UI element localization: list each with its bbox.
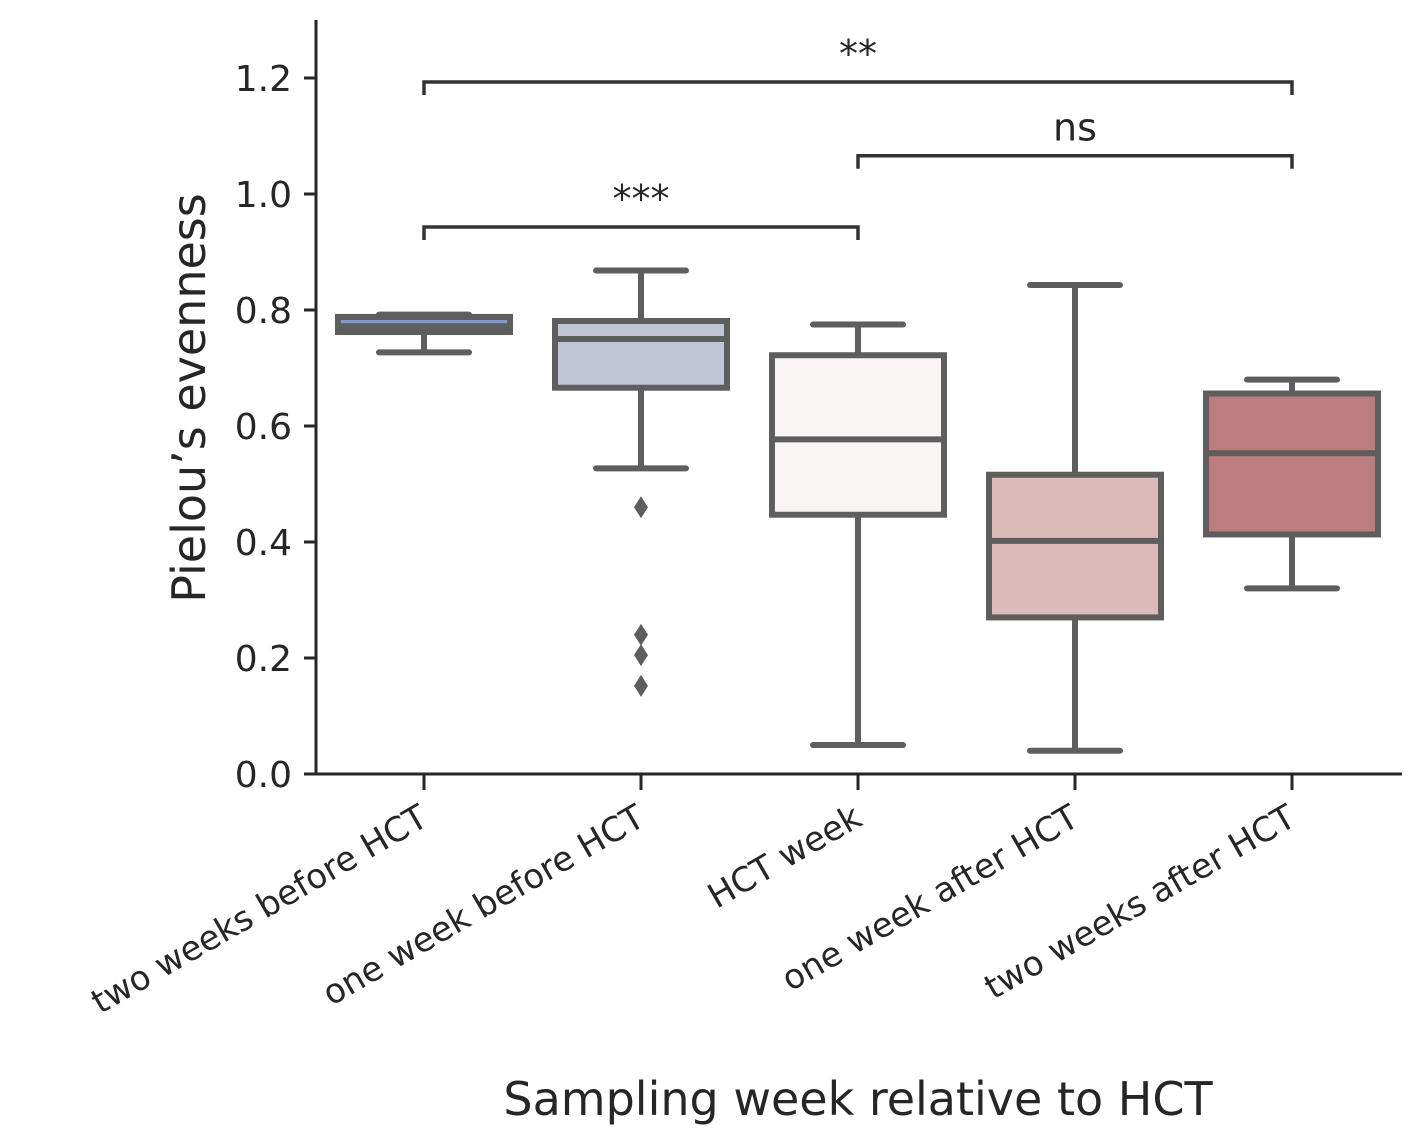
y-tick-label: 0.0: [235, 755, 292, 796]
y-tick-label: 0.6: [235, 407, 292, 448]
box-iqr: [552, 318, 730, 391]
outlier-point: [634, 496, 648, 519]
significance-label: ns: [1053, 106, 1097, 150]
box-3: [769, 321, 947, 748]
box-4: [986, 282, 1164, 754]
boxes-layer: [335, 267, 1381, 754]
x-tick-label: HCT week: [701, 797, 869, 917]
significance-bracket: ns: [856, 106, 1294, 169]
outlier-point: [634, 644, 648, 667]
y-tick-label: 1.2: [235, 59, 292, 100]
box-iqr: [769, 352, 947, 518]
box-iqr: [1203, 390, 1381, 538]
box-5: [1203, 376, 1381, 592]
outlier-point: [634, 623, 648, 646]
outlier-point: [634, 674, 648, 697]
x-tick-label: two weeks before HCT: [85, 797, 435, 1022]
box-1: [335, 311, 513, 356]
significance-annotations: ** ns ***: [422, 32, 1294, 241]
bracket-line: [422, 80, 1294, 96]
y-tick-label: 1.0: [235, 175, 292, 216]
significance-label: ***: [613, 177, 670, 221]
x-axis-label: Sampling week relative to HCT: [503, 1072, 1213, 1126]
y-tick-label: 0.8: [235, 291, 292, 332]
bracket-line: [856, 153, 1294, 169]
y-tick-label: 0.2: [235, 639, 292, 680]
box-2: [552, 267, 730, 697]
bracket-line: [422, 225, 860, 241]
y-tick-label: 0.4: [235, 523, 292, 564]
box-iqr: [986, 471, 1164, 621]
significance-bracket: **: [422, 32, 1294, 96]
significance-bracket: ***: [422, 177, 860, 241]
y-axis-label: Pielou’s evenness: [162, 193, 216, 602]
significance-label: **: [839, 32, 877, 76]
